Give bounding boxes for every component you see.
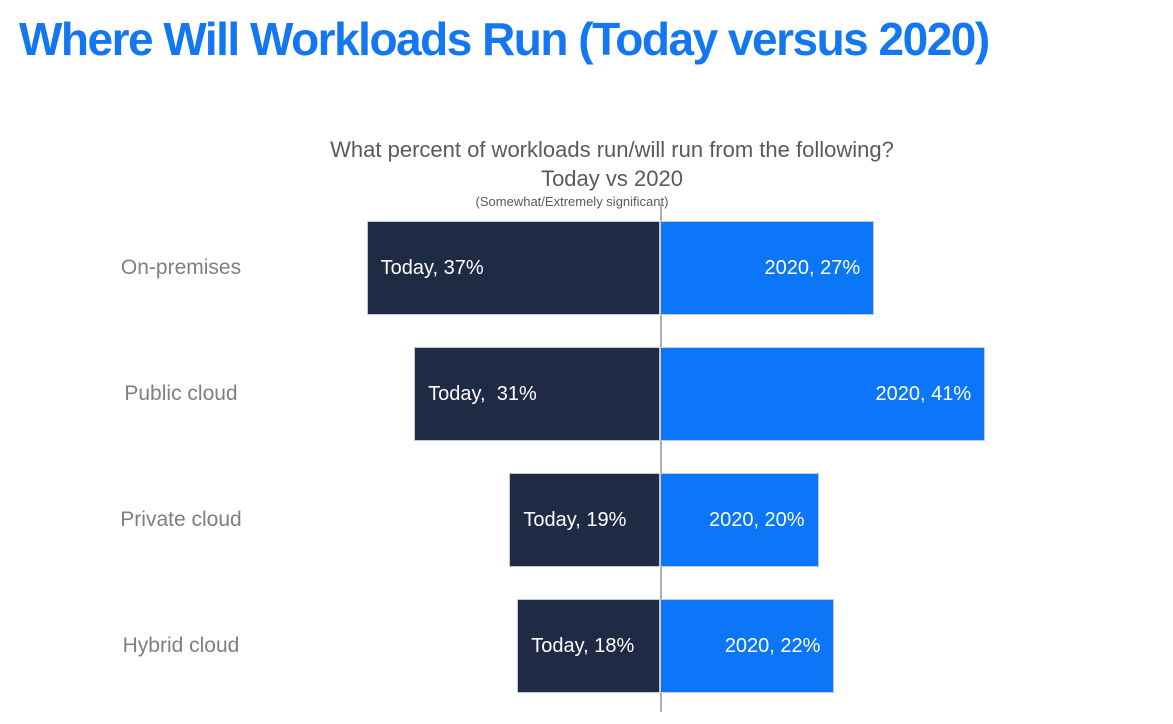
bar-2020: 2020, 41% — [660, 347, 986, 441]
category-label: On-premises — [120, 256, 242, 279]
bar-2020: 2020, 20% — [660, 473, 819, 567]
category-label: Private cloud — [120, 508, 242, 531]
chart-title: What percent of workloads run/will run f… — [330, 137, 894, 162]
page-title: Where Will Workloads Run (Today versus 2… — [19, 13, 990, 65]
category-label: Hybrid cloud — [122, 634, 240, 657]
today-bar: Today, 31% — [414, 347, 660, 441]
chart-row: Public cloud Today, 31% 2020, 41% — [0, 347, 1173, 441]
axis-line — [660, 204, 662, 712]
chart-row: Private cloud Today, 19% 2020, 20% — [0, 473, 1173, 567]
value-label-2020: 2020, 27% — [764, 256, 861, 279]
today-value-label: Today, 37% — [380, 256, 484, 279]
today-bar: Today, 37% — [366, 221, 660, 315]
chart-title-block: What percent of workloads run/will run f… — [51, 136, 1173, 210]
bar-2020: 2020, 22% — [660, 599, 835, 693]
value-label-2020: 2020, 22% — [724, 634, 821, 657]
chart-note: (Somewhat/Extremely significant) — [475, 194, 669, 209]
today-value-label: Today, 19% — [523, 508, 627, 531]
today-bar: Today, 18% — [517, 599, 660, 693]
today-value-label: Today, 31% — [428, 382, 537, 405]
today-bar: Today, 19% — [509, 473, 660, 567]
chart-subtitle: Today vs 2020 — [541, 166, 683, 191]
today-value-label: Today, 18% — [531, 634, 635, 657]
bar-2020: 2020, 27% — [660, 221, 875, 315]
category-label: Public cloud — [124, 382, 238, 405]
value-label-2020: 2020, 20% — [708, 508, 805, 531]
chart-row: On-premises Today, 37% 2020, 27% — [0, 221, 1173, 315]
chart-row: Hybrid cloud Today, 18% 2020, 22% — [0, 599, 1173, 693]
value-label-2020: 2020, 41% — [875, 382, 972, 405]
